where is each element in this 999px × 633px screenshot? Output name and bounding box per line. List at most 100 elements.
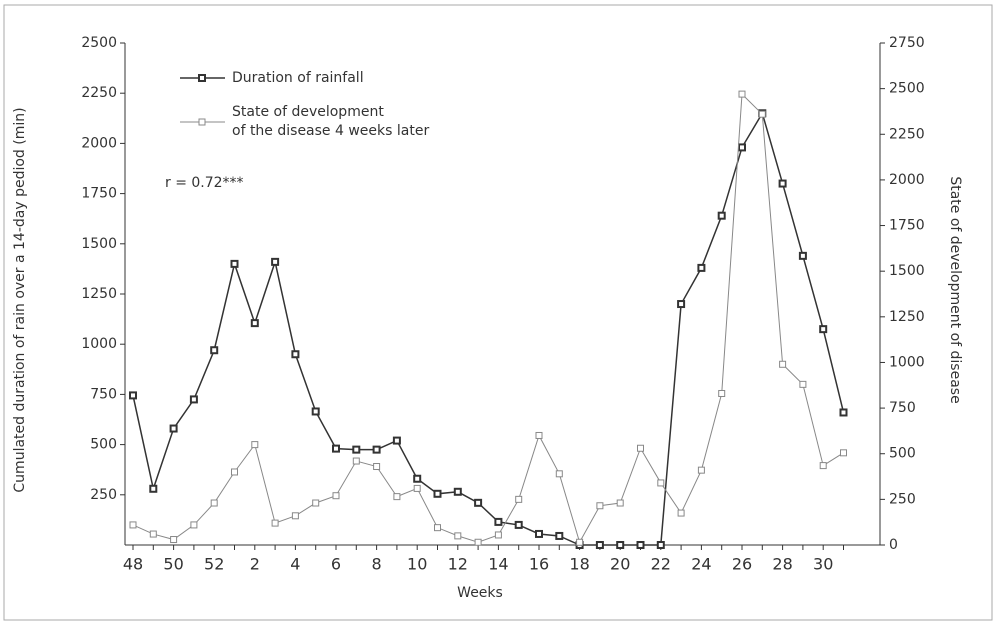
- marker: [839, 408, 848, 417]
- y-tick-label: 1750: [81, 186, 117, 202]
- marker: [433, 489, 442, 498]
- marker: [799, 380, 807, 388]
- y2-tick-label: 750: [889, 400, 916, 416]
- y2-tick-label: 2750: [889, 35, 925, 51]
- marker: [677, 509, 685, 517]
- y2-tick-label: 2000: [889, 172, 925, 188]
- series-line: [132, 111, 845, 546]
- y2-tick-label: 1000: [889, 354, 925, 370]
- x-tick-label: 6: [331, 555, 341, 574]
- y2-tick-label: 250: [889, 491, 916, 507]
- marker: [697, 263, 706, 272]
- marker: [738, 143, 746, 152]
- marker: [453, 487, 462, 496]
- y2-tick-label: 1250: [889, 309, 925, 325]
- x-tick-label: 20: [610, 555, 630, 574]
- marker: [311, 407, 320, 416]
- marker: [474, 498, 483, 507]
- marker: [514, 520, 523, 529]
- x-tick-label: 18: [569, 555, 589, 574]
- x-tick-label: 8: [372, 555, 382, 574]
- y-tick-label: 2250: [81, 85, 117, 101]
- x-tick-label: 30: [813, 555, 833, 574]
- x-tick-label: 26: [732, 555, 752, 574]
- x-tick-label: 52: [204, 555, 224, 574]
- legend-marker: [198, 74, 206, 82]
- marker: [312, 499, 320, 507]
- marker: [170, 536, 178, 544]
- marker: [352, 445, 361, 454]
- y2-axis-label: State of development of disease: [947, 176, 963, 403]
- marker: [129, 391, 137, 400]
- marker: [271, 519, 279, 527]
- x-tick-label: 22: [651, 555, 671, 574]
- marker: [474, 538, 482, 546]
- x-tick-label: 14: [488, 555, 508, 574]
- y-tick-label: 2000: [81, 135, 117, 151]
- legend-label: Duration of rainfall: [232, 70, 364, 86]
- marker: [454, 532, 462, 540]
- marker: [595, 541, 604, 549]
- marker: [129, 521, 137, 529]
- y2-tick-label: 2250: [889, 126, 925, 142]
- marker: [291, 512, 299, 520]
- marker: [677, 300, 686, 309]
- legend-marker: [198, 118, 206, 126]
- y-axis-label: Cumulated duration of rain over a 14-day…: [12, 107, 28, 492]
- legend-label-line: of the disease 4 weeks later: [232, 123, 429, 139]
- marker: [210, 499, 218, 507]
- marker: [515, 495, 523, 503]
- marker: [393, 493, 401, 501]
- legend-label: State of development of the disease 4 wee…: [232, 104, 429, 139]
- annotation: r = 0.72***: [165, 175, 244, 191]
- marker: [413, 474, 422, 483]
- y2-tick-label: 500: [889, 446, 916, 462]
- series-line: [132, 92, 844, 544]
- x-tick-label: 12: [448, 555, 468, 574]
- x-axis-label: Weeks: [457, 585, 503, 601]
- marker: [555, 531, 564, 540]
- marker: [373, 463, 381, 471]
- marker: [210, 346, 219, 355]
- marker: [656, 541, 665, 549]
- frame: [3, 4, 993, 621]
- y2-tick-label: 1750: [889, 218, 925, 234]
- marker: [332, 492, 340, 500]
- marker: [616, 499, 624, 507]
- marker: [372, 445, 381, 454]
- y-tick-label: 1250: [81, 286, 117, 302]
- y-tick-label: 2500: [81, 35, 117, 51]
- marker: [758, 110, 766, 118]
- marker: [149, 530, 157, 538]
- marker: [190, 521, 198, 529]
- marker: [231, 468, 238, 476]
- y-tick-label: 1500: [81, 236, 117, 252]
- marker: [819, 325, 828, 334]
- marker: [657, 479, 665, 487]
- marker: [494, 517, 503, 526]
- marker: [697, 466, 705, 474]
- marker: [717, 211, 726, 220]
- marker: [779, 360, 787, 368]
- marker: [392, 436, 401, 445]
- y2-tick-label: 2500: [889, 81, 925, 97]
- y-tick-label: 250: [90, 487, 117, 503]
- marker: [189, 395, 198, 404]
- marker: [271, 257, 280, 266]
- x-tick-label: 24: [691, 555, 711, 574]
- marker: [778, 179, 787, 188]
- y-tick-label: 1000: [81, 336, 117, 352]
- x-tick-label: 48: [123, 555, 143, 574]
- marker: [819, 462, 827, 470]
- y-tick-label: 750: [90, 386, 117, 402]
- x-tick-label: 50: [163, 555, 183, 574]
- x-tick-label: 2: [250, 555, 260, 574]
- marker: [149, 484, 158, 493]
- marker: [291, 350, 300, 359]
- x-tick-label: 4: [290, 555, 300, 574]
- y2-tick-label: 1500: [889, 263, 925, 279]
- marker: [636, 541, 645, 549]
- marker: [230, 259, 239, 268]
- x-tick-label: 10: [407, 555, 427, 574]
